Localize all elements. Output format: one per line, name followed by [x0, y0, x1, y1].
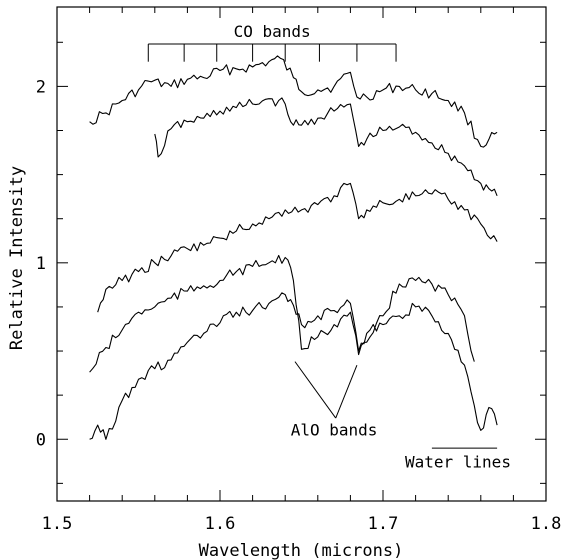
alo-bands-label: AlO bands	[291, 421, 378, 440]
x-tick-label: 1.8	[531, 514, 562, 534]
spectrum-line	[154, 97, 498, 197]
x-axis-title: Wavelength (microns)	[199, 541, 404, 560]
axis-ticks	[56, 7, 547, 501]
spectra-series	[89, 55, 498, 440]
plot-frame	[56, 6, 547, 502]
spectrum-line	[89, 292, 498, 440]
spectrum-line	[89, 254, 475, 373]
water-lines-label: Water lines	[405, 452, 511, 471]
x-tick-label: 1.7	[368, 514, 399, 534]
y-tick-label: 0	[36, 430, 46, 450]
co-bands-label: CO bands	[234, 22, 311, 41]
spectrum-line	[97, 182, 498, 313]
tick-labels: 1.5 1.6 1.7 1.8 0 1 2	[36, 77, 562, 534]
x-tick-label: 1.5	[42, 514, 73, 534]
alo-bands-pointer	[335, 364, 358, 419]
y-axis-title: Relative Intensity	[7, 166, 27, 350]
spectrum-line	[89, 55, 498, 148]
y-tick-label: 1	[36, 254, 46, 274]
x-tick-label: 1.6	[205, 514, 236, 534]
alo-bands-pointer	[294, 361, 337, 419]
y-tick-label: 2	[36, 77, 46, 97]
chart-annotations: CO bands AlO bands Water lines	[147, 22, 511, 471]
